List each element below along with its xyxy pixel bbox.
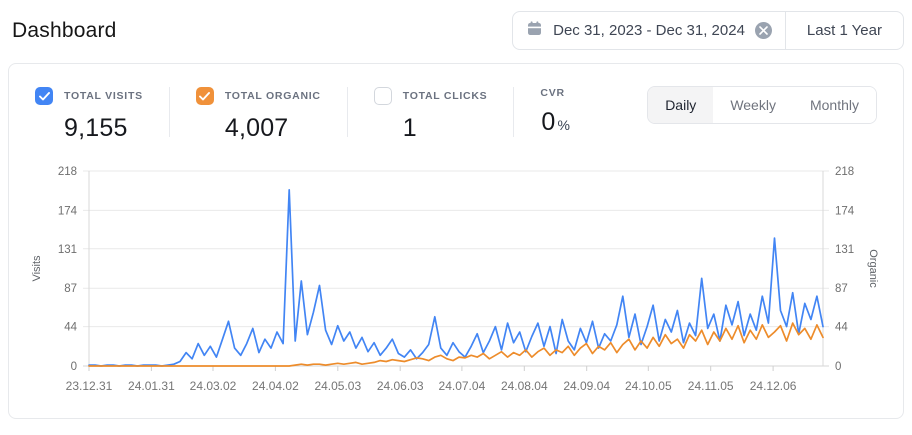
svg-text:24.09.04: 24.09.04	[563, 379, 610, 393]
svg-text:87: 87	[835, 283, 848, 295]
svg-text:24.11.05: 24.11.05	[688, 379, 734, 393]
svg-text:24.03.02: 24.03.02	[190, 379, 237, 393]
metric-label: TOTAL VISITS	[64, 90, 143, 102]
svg-text:Organic: Organic	[867, 249, 879, 288]
total-organic-checkbox[interactable]	[195, 87, 214, 105]
svg-text:24.07.04: 24.07.04	[439, 379, 486, 393]
svg-text:24.05.03: 24.05.03	[314, 379, 361, 393]
metric-label: TOTAL CLICKS	[402, 90, 488, 102]
metric-value: 4,007	[224, 114, 289, 142]
metric-value: 1	[402, 114, 417, 142]
tab-daily[interactable]: Daily	[648, 87, 714, 123]
date-controls: Dec 31, 2023 - Dec 31, 2024 Last 1 Year	[512, 11, 904, 50]
metric-divider	[168, 87, 170, 137]
svg-text:24.04.02: 24.04.02	[252, 379, 299, 393]
traffic-chart-svg: 0 0 44 44 87 87 131 131 174 174 218 218 23.12.31 24.0…	[31, 166, 879, 393]
date-preset-dropdown[interactable]: Last 1 Year	[786, 12, 903, 49]
page-title: Dashboard	[12, 18, 117, 42]
svg-text:24.12.06: 24.12.06	[750, 379, 797, 393]
metric-divider	[513, 87, 515, 137]
svg-text:0: 0	[71, 361, 77, 373]
svg-text:218: 218	[835, 166, 854, 178]
svg-text:44: 44	[835, 322, 848, 334]
calendar-icon	[526, 20, 543, 41]
total-visits-checkbox[interactable]	[35, 87, 53, 105]
total-clicks-checkbox[interactable]	[373, 87, 392, 105]
svg-text:0: 0	[835, 361, 841, 373]
svg-text:174: 174	[835, 205, 855, 217]
analytics-card: TOTAL VISITS 9,155 TOTAL ORGANIC 4,007 T…	[8, 63, 904, 419]
traffic-chart: 0 0 44 44 87 87 131 131 174 174 218 218 23.12.31 24.0…	[9, 143, 903, 414]
svg-text:131: 131	[58, 244, 77, 256]
metric-cvr: CVR 0%	[540, 85, 570, 137]
svg-text:131: 131	[835, 244, 854, 256]
svg-text:24.01.31: 24.01.31	[128, 379, 175, 393]
metric-divider	[346, 87, 348, 137]
svg-text:24.08.04: 24.08.04	[501, 379, 548, 393]
tab-monthly[interactable]: Monthly	[792, 87, 876, 123]
svg-text:Visits: Visits	[31, 255, 43, 282]
date-range-label: Dec 31, 2023 - Dec 31, 2024	[553, 22, 745, 39]
clear-date-icon[interactable]	[754, 22, 772, 39]
date-range-picker[interactable]: Dec 31, 2023 - Dec 31, 2024	[513, 12, 786, 49]
metrics-row: TOTAL VISITS 9,155 TOTAL ORGANIC 4,007 T…	[9, 85, 903, 143]
metric-total-organic: TOTAL ORGANIC 4,007	[195, 85, 321, 143]
metric-total-clicks: TOTAL CLICKS 1	[373, 85, 488, 143]
svg-text:174: 174	[58, 205, 78, 217]
granularity-tabs: Daily Weekly Monthly	[647, 86, 877, 124]
date-preset-label: Last 1 Year	[806, 22, 882, 39]
svg-text:24.10.05: 24.10.05	[625, 379, 672, 393]
svg-text:218: 218	[58, 166, 77, 178]
metric-label: TOTAL ORGANIC	[224, 90, 321, 102]
metric-value: 0%	[541, 108, 571, 136]
tab-weekly[interactable]: Weekly	[713, 87, 793, 123]
svg-text:87: 87	[64, 283, 77, 295]
svg-text:44: 44	[64, 322, 77, 334]
svg-text:23.12.31: 23.12.31	[66, 379, 113, 393]
page-header: Dashboard Dec 31, 2023 - Dec 31, 2024 La…	[0, 0, 912, 63]
percent-suffix: %	[557, 117, 571, 133]
metric-total-visits: TOTAL VISITS 9,155	[35, 85, 143, 143]
metric-value: 9,155	[64, 114, 128, 142]
metric-label: CVR	[540, 87, 565, 99]
svg-text:24.06.03: 24.06.03	[377, 379, 424, 393]
